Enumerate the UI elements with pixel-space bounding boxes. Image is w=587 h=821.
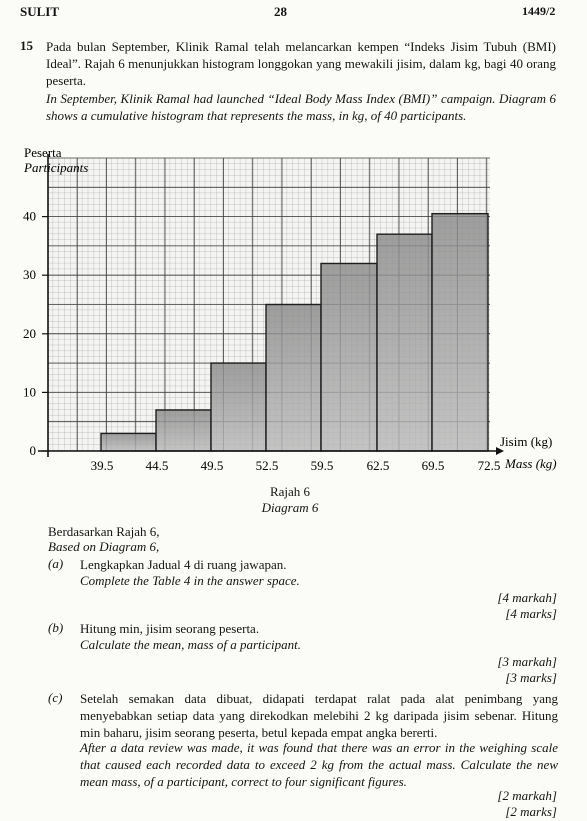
histogram-bar: [155, 409, 212, 452]
x-tick-label: 69.5: [422, 458, 445, 473]
histogram-bar: [320, 262, 378, 452]
part-b-mark-malay: [3 markah]: [497, 654, 557, 669]
based-on-malay: Berdasarkan Rajah 6,: [48, 524, 160, 539]
paper-code: 1449/2: [522, 4, 556, 18]
x-tick-label: 52.5: [256, 458, 279, 473]
histogram-bar: [210, 362, 267, 452]
part-c-malay: Setelah semakan data dibuat, didapati te…: [80, 691, 558, 740]
header-left: SULIT: [20, 4, 60, 19]
y-axis-title-english: Participants: [23, 160, 88, 175]
x-tick-label: 62.5: [367, 458, 390, 473]
part-b-english: Calculate the mean, mass of a participan…: [80, 637, 301, 652]
x-tick-label: 39.5: [91, 458, 114, 473]
question-text-malay: Pada bulan September, Klinik Ramal telah…: [46, 39, 556, 88]
cumulative-histogram: 0 10 20 30 40 39.5 44.5 49.5 52.5 59.5 62.5 69.5 72.…: [23, 145, 557, 473]
y-tick-label: 40: [23, 209, 36, 224]
histogram-bar: [431, 212, 489, 452]
diagram-title-malay: Rajah 6: [269, 484, 311, 499]
question-text-english: In September, Klinik Ramal had launched …: [46, 91, 556, 123]
part-a-label: (a): [48, 556, 64, 571]
part-b-mark-english: [3 marks]: [505, 670, 557, 685]
part-a-mark-malay: [4 markah]: [497, 590, 557, 605]
y-tick-label: 0: [30, 443, 37, 458]
histogram-bar: [265, 303, 322, 452]
part-c-mark-english: [2 marks]: [505, 804, 557, 819]
y-tick-label: 20: [23, 326, 36, 341]
x-tick-label: 72.5: [478, 458, 501, 473]
x-axis-arrow-icon: [496, 447, 504, 455]
x-tick-label: 44.5: [146, 458, 169, 473]
y-tick-label: 10: [23, 384, 36, 399]
x-axis-title-malay: Jisim (kg): [500, 434, 552, 449]
x-axis-title-english: Mass (kg): [504, 456, 557, 471]
part-b-malay: Hitung min, jisim seorang peserta.: [80, 621, 260, 636]
part-c-mark-malay: [2 markah]: [497, 788, 557, 803]
question-number: 15: [20, 38, 33, 53]
part-a-mark-english: [4 marks]: [505, 606, 557, 621]
part-b-label: (b): [48, 620, 64, 635]
diagram-title-english: Diagram 6: [261, 500, 319, 515]
y-axis-title-malay: Peserta: [24, 145, 62, 160]
page-number: 28: [274, 4, 287, 19]
part-c-english: After a data review was made, it was fou…: [80, 740, 558, 789]
x-tick-label: 59.5: [311, 458, 334, 473]
based-on-english: Based on Diagram 6,: [48, 539, 160, 554]
x-tick-label: 49.5: [201, 458, 224, 473]
part-a-malay: Lengkapkan Jadual 4 di ruang jawapan.: [80, 557, 287, 572]
histogram-bar: [376, 233, 433, 452]
y-tick-label: 30: [23, 267, 36, 282]
part-c-label: (c): [48, 690, 63, 705]
histogram-bar: [100, 432, 157, 452]
part-a-english: Complete the Table 4 in the answer space…: [80, 573, 300, 588]
